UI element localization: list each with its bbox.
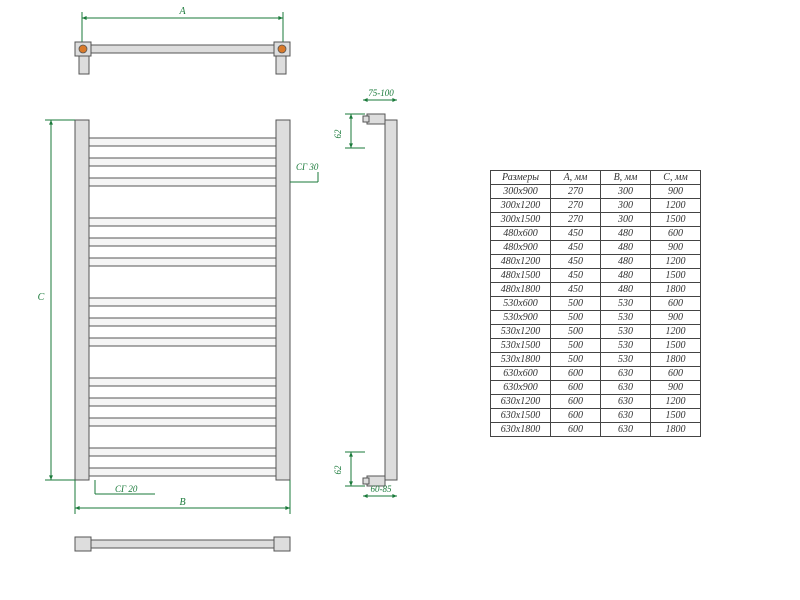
dimensions-table: РазмерыA, ммB, ммC, мм 300x9002703009003… — [490, 170, 701, 437]
col-a: A, мм — [551, 171, 601, 185]
front-post-right — [276, 120, 290, 480]
col-size: Размеры — [491, 171, 551, 185]
rung — [89, 468, 276, 476]
rung — [89, 138, 276, 146]
table-row: 630x18006006301800 — [491, 423, 701, 437]
rung — [89, 298, 276, 306]
table-row: 530x15005005301500 — [491, 339, 701, 353]
dim-bot-62: 62 — [333, 465, 343, 475]
table-row: 480x600450480600 — [491, 227, 701, 241]
rung — [89, 178, 276, 186]
topview-bar — [85, 45, 280, 53]
table-row: 630x900600630900 — [491, 381, 701, 395]
rung — [89, 398, 276, 406]
rung — [89, 378, 276, 386]
table-row: 480x12004504801200 — [491, 255, 701, 269]
rung — [89, 448, 276, 456]
table-row: 300x12002703001200 — [491, 199, 701, 213]
front-post-left — [75, 120, 89, 480]
rung — [89, 338, 276, 346]
dim-bot-offset: 60-85 — [371, 484, 392, 494]
table-row: 480x900450480900 — [491, 241, 701, 255]
table-row: 300x15002703001500 — [491, 213, 701, 227]
table-row: 530x900500530900 — [491, 311, 701, 325]
rung — [89, 418, 276, 426]
table-row: 630x600600630600 — [491, 367, 701, 381]
rung — [89, 158, 276, 166]
table-row: 630x15006006301500 — [491, 409, 701, 423]
side-post — [385, 120, 397, 480]
table-row: 480x15004504801500 — [491, 269, 701, 283]
dim-B: B — [179, 497, 185, 508]
table-row: 480x18004504801800 — [491, 283, 701, 297]
table-row: 530x18005005301800 — [491, 353, 701, 367]
dim-top-offset: 75-100 — [368, 88, 394, 98]
dim-A: A — [178, 6, 186, 17]
dim-C: C — [38, 292, 45, 303]
callout-ct30: СГ 30 — [296, 162, 319, 172]
rung — [89, 218, 276, 226]
col-b: B, мм — [601, 171, 651, 185]
bottomview-bar — [85, 540, 280, 548]
table-row: 630x12006006301200 — [491, 395, 701, 409]
rung — [89, 238, 276, 246]
table-row: 530x600500530600 — [491, 297, 701, 311]
table-row: 300x900270300900 — [491, 185, 701, 199]
col-c: C, мм — [651, 171, 701, 185]
technical-drawing: A СГ 30 СГ 20 C B 75-100 62 60-85 62 — [0, 0, 480, 600]
rung — [89, 258, 276, 266]
dim-top-62: 62 — [333, 129, 343, 139]
table-row: 530x12005005301200 — [491, 325, 701, 339]
callout-ct20: СГ 20 — [115, 484, 138, 494]
rung — [89, 318, 276, 326]
